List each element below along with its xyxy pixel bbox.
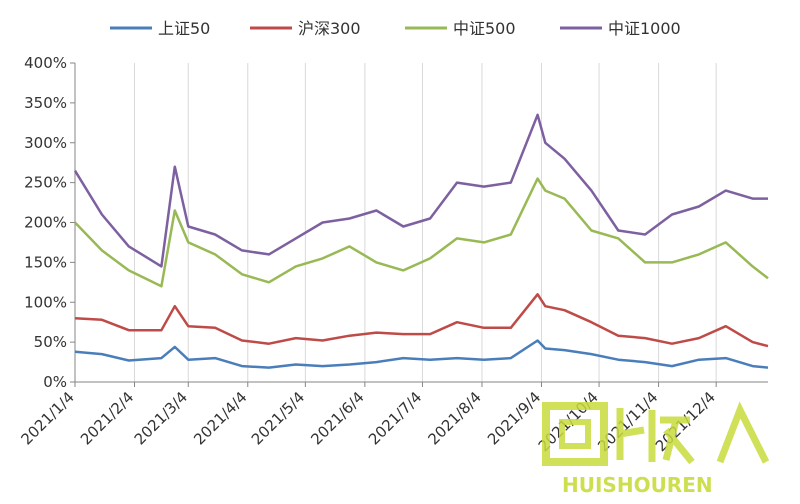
x-tick-label: 2021/4/4 [190,388,250,448]
legend-label: 中证1000 [608,19,681,38]
x-tick-label: 2021/9/4 [484,388,544,448]
y-tick-label: 100% [24,293,67,311]
series-line [73,113,768,268]
x-tick-label: 2021/1/4 [17,388,77,448]
x-tick-label: 2021/12/4 [652,388,719,455]
y-tick-label: 400% [24,54,67,72]
series-line [74,293,769,348]
x-tick-label: 2021/6/4 [307,388,367,448]
x-tick-label: 2021/11/4 [594,388,661,455]
series-line [74,177,769,288]
legend-label: 中证500 [453,19,516,38]
y-tick-labels: 0% 50% 100% 150% 200% 250% 300% 350% 400% [24,54,67,391]
x-tick-label: 2021/2/4 [77,388,137,448]
legend: 上证50 沪深300 中证500 中证1000 [110,19,681,38]
series-lines [73,113,769,369]
series-line [74,339,769,369]
x-tick-label: 2021/3/4 [131,388,191,448]
x-tick-label: 2021/5/4 [248,388,308,448]
x-tick-label: 2021/7/4 [365,388,425,448]
y-tick-label: 150% [24,253,67,271]
legend-label: 沪深300 [298,19,361,38]
legend-label: 上证50 [158,19,210,38]
y-tick-label: 250% [24,174,67,192]
y-tick-label: 200% [24,214,67,232]
gridlines [74,63,717,387]
y-tick-label: 350% [24,94,67,112]
y-tick-label: 300% [24,134,67,152]
y-tick-label: 50% [34,333,67,351]
x-tick-label: 2021/10/4 [535,388,602,455]
y-tick-label: 0% [43,373,67,391]
x-tick-label: 2021/8/4 [424,388,484,448]
